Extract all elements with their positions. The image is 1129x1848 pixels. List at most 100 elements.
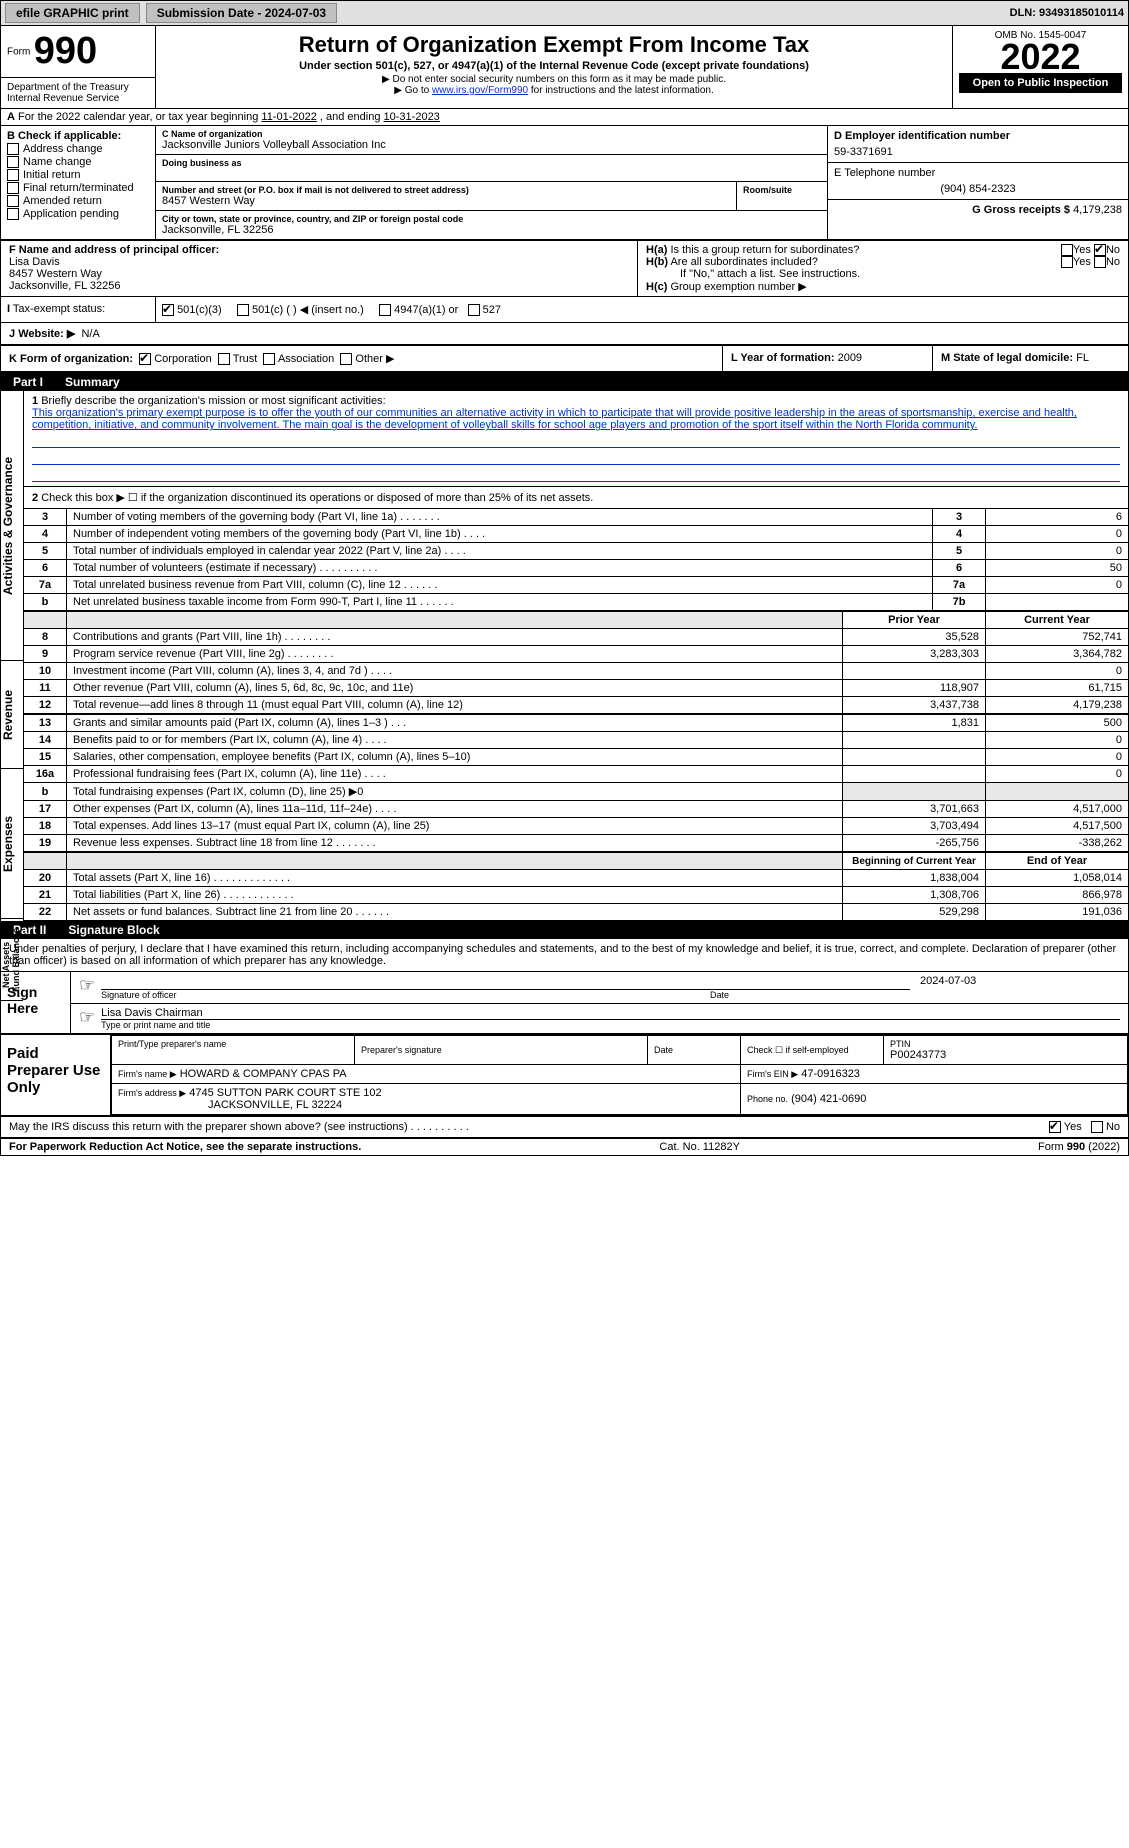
firm-name-label: Firm's name ▶ xyxy=(118,1069,177,1079)
line-number: 12 xyxy=(24,697,67,714)
may-irs-yes-chk[interactable] xyxy=(1049,1121,1061,1133)
hb-yes-chk[interactable] xyxy=(1061,256,1073,268)
table-revenue: Prior Year Current Year 8 Contributions … xyxy=(24,611,1128,714)
officer-addr1: 8457 Western Way xyxy=(9,268,629,280)
hb-no-chk[interactable] xyxy=(1094,256,1106,268)
section-f-officer: F Name and address of principal officer:… xyxy=(1,241,638,296)
table-row: 18 Total expenses. Add lines 13–17 (must… xyxy=(24,818,1128,835)
line-label: Total number of volunteers (estimate if … xyxy=(67,560,933,577)
table-row: 4 Number of independent voting members o… xyxy=(24,526,1128,543)
line-value: 50 xyxy=(986,560,1129,577)
a-begin-date: 11-01-2022 xyxy=(261,111,316,123)
d-ein-value: 59-3371691 xyxy=(834,146,1122,158)
current-year-value: 61,715 xyxy=(986,680,1129,697)
line-box-number: 6 xyxy=(933,560,986,577)
line-label: Total unrelated business revenue from Pa… xyxy=(67,577,933,594)
table-governance: 3 Number of voting members of the govern… xyxy=(24,508,1128,611)
line-label: Number of voting members of the governin… xyxy=(67,509,933,526)
part-ii-title: Signature Block xyxy=(68,923,159,937)
efile-graphic-print-button[interactable]: efile GRAPHIC print xyxy=(5,3,140,23)
line-label: Revenue less expenses. Subtract line 18 … xyxy=(67,835,843,852)
chk-other[interactable] xyxy=(340,353,352,365)
side-label-expenses: Expenses xyxy=(1,769,23,919)
chk-final-return[interactable] xyxy=(7,182,19,194)
chk-label-3: Final return/terminated xyxy=(23,182,134,194)
chk-label-5: Application pending xyxy=(23,208,119,220)
chk-address-change[interactable] xyxy=(7,143,19,155)
entity-block: B Check if applicable: Address change Na… xyxy=(1,126,1128,241)
k-opt-2: Association xyxy=(278,353,334,365)
line-number: 5 xyxy=(24,543,67,560)
form-subtitle-2: ▶ Do not enter social security numbers o… xyxy=(162,74,946,85)
footer-mid: Cat. No. 11282Y xyxy=(659,1141,740,1153)
ha-yes-chk[interactable] xyxy=(1061,244,1073,256)
chk-trust[interactable] xyxy=(218,353,230,365)
chk-application-pending[interactable] xyxy=(7,208,19,220)
line-label: Investment income (Part VIII, column (A)… xyxy=(67,663,843,680)
line-1-mission: 1 Briefly describe the organization's mi… xyxy=(24,391,1128,487)
may-irs-no-chk[interactable] xyxy=(1091,1121,1103,1133)
line-number: 9 xyxy=(24,646,67,663)
prior-year-value: 529,298 xyxy=(843,904,986,921)
opt-4947: 4947(a)(1) or xyxy=(394,304,458,316)
table-row: 19 Revenue less expenses. Subtract line … xyxy=(24,835,1128,852)
chk-amended-return[interactable] xyxy=(7,195,19,207)
chk-527[interactable] xyxy=(468,304,480,316)
chk-501c[interactable] xyxy=(237,304,249,316)
date-label: Date xyxy=(710,990,910,1000)
chk-corporation[interactable] xyxy=(139,353,151,365)
ha-no-chk[interactable] xyxy=(1094,244,1106,256)
submission-date-button[interactable]: Submission Date - 2024-07-03 xyxy=(146,3,337,23)
section-m-state: M State of legal domicile: FL xyxy=(933,346,1128,371)
firm-phone-value: (904) 421-0690 xyxy=(791,1093,866,1105)
line-number: 20 xyxy=(24,870,67,887)
line-value xyxy=(986,594,1129,611)
dln-label: DLN: 93493185010114 xyxy=(1010,7,1124,19)
chk-501c3[interactable] xyxy=(162,304,174,316)
chk-name-change[interactable] xyxy=(7,156,19,168)
k-opt-0: Corporation xyxy=(154,353,211,365)
no-label: No xyxy=(1106,1121,1120,1133)
col-beginning-year: Beginning of Current Year xyxy=(843,853,986,870)
header-right-cell: OMB No. 1545-0047 2022 Open to Public In… xyxy=(953,26,1128,108)
opt-527: 527 xyxy=(483,304,501,316)
line1-text: This organization's primary exempt purpo… xyxy=(32,407,1077,431)
line-label: Professional fundraising fees (Part IX, … xyxy=(67,766,843,783)
line-value: 0 xyxy=(986,526,1129,543)
line-label: Total number of individuals employed in … xyxy=(67,543,933,560)
current-year-value: 0 xyxy=(986,766,1129,783)
table-row: 5 Total number of individuals employed i… xyxy=(24,543,1128,560)
line-number: b xyxy=(24,783,67,801)
line-label: Net unrelated business taxable income fr… xyxy=(67,594,933,611)
line-value: 0 xyxy=(986,543,1129,560)
form-subtitle-3: ▶ Go to www.irs.gov/Form990 for instruct… xyxy=(162,85,946,96)
current-year-value: 4,517,500 xyxy=(986,818,1129,835)
current-year-value: 500 xyxy=(986,715,1129,732)
line-number: 16a xyxy=(24,766,67,783)
section-b-checkboxes: B Check if applicable: Address change Na… xyxy=(1,126,156,239)
ptin-label: PTIN xyxy=(890,1039,1121,1049)
f-label: F Name and address of principal officer: xyxy=(9,244,219,256)
ptin-value: P00243773 xyxy=(890,1049,1121,1061)
c-name-label: C Name of organization xyxy=(162,129,821,139)
chk-4947[interactable] xyxy=(379,304,391,316)
chk-initial-return[interactable] xyxy=(7,169,19,181)
line-label: Benefits paid to or for members (Part IX… xyxy=(67,732,843,749)
footer-left: For Paperwork Reduction Act Notice, see … xyxy=(9,1141,361,1153)
line-number: 6 xyxy=(24,560,67,577)
current-year-value: 752,741 xyxy=(986,629,1129,646)
current-year-value: 191,036 xyxy=(986,904,1129,921)
table-row: 11 Other revenue (Part VIII, column (A),… xyxy=(24,680,1128,697)
irs-link[interactable]: www.irs.gov/Form990 xyxy=(432,85,528,96)
prior-year-value: 3,283,303 xyxy=(843,646,986,663)
prior-year-value: -265,756 xyxy=(843,835,986,852)
line-value: 0 xyxy=(986,577,1129,594)
officer-name-title: Lisa Davis Chairman xyxy=(101,1007,202,1019)
current-year-value: 3,364,782 xyxy=(986,646,1129,663)
entity-right-col: D Employer identification number 59-3371… xyxy=(828,126,1128,239)
chk-label-2: Initial return xyxy=(23,169,80,181)
k-label: K Form of organization: xyxy=(9,353,133,365)
section-c-name-address: C Name of organization Jacksonville Juni… xyxy=(156,126,828,239)
chk-association[interactable] xyxy=(263,353,275,365)
line-number: 21 xyxy=(24,887,67,904)
